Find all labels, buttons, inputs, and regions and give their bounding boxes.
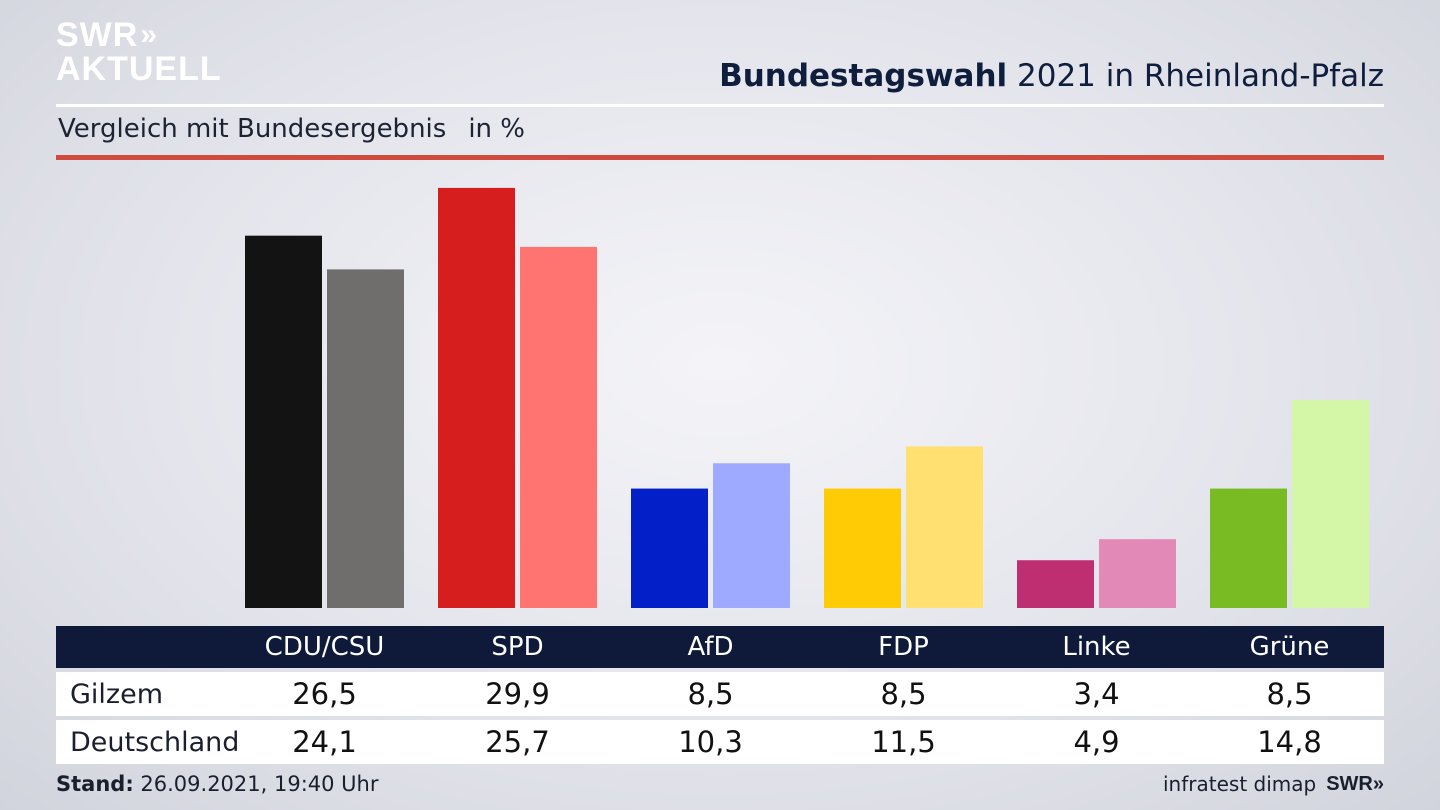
footer-credits: infratest dimap SWR» bbox=[1163, 772, 1384, 796]
title-divider bbox=[56, 104, 1384, 107]
value-label-cdu-csu-deutschland: 24,1 bbox=[292, 725, 357, 759]
title-bold: Bundestagswahl bbox=[719, 58, 1008, 94]
value-label-fdp-gilzem: 8,5 bbox=[880, 677, 927, 711]
category-label-cdu-csu: CDU/CSU bbox=[264, 632, 385, 662]
logo-aktuell: AKTUELL bbox=[56, 50, 222, 88]
footer-chevrons-icon: » bbox=[1372, 772, 1384, 795]
stand-value: 26.09.2021, 19:40 Uhr bbox=[133, 772, 379, 796]
row-label-gilzem: Gilzem bbox=[70, 678, 164, 710]
category-label-fdp: FDP bbox=[878, 632, 929, 662]
bar-afd-deutschland bbox=[713, 463, 790, 608]
logo-swr: SWR bbox=[56, 16, 139, 54]
value-label-fdp-deutschland: 11,5 bbox=[871, 725, 936, 759]
bar-gr-ne-deutschland bbox=[1292, 400, 1369, 608]
value-label-afd-gilzem: 8,5 bbox=[687, 677, 734, 711]
source-label: infratest dimap bbox=[1163, 772, 1317, 796]
bar-afd-gilzem bbox=[631, 488, 708, 608]
category-label-afd: AfD bbox=[687, 632, 734, 662]
bar-fdp-deutschland bbox=[906, 446, 983, 608]
table-row-gilzem: Gilzem 26,5 29,9 8,5 8,5 3,4 8,5 bbox=[56, 672, 1384, 716]
bar-cdu-csu-deutschland bbox=[327, 269, 404, 608]
category-label-linke: Linke bbox=[1062, 632, 1131, 662]
title-rest: 2021 in Rheinland-Pfalz bbox=[1007, 58, 1384, 94]
subtitle-text: Vergleich mit Bundesergebnis bbox=[58, 114, 447, 144]
unit-label: in % bbox=[468, 114, 525, 144]
value-label-gr-ne-gilzem: 8,5 bbox=[1266, 677, 1313, 711]
value-label-spd-gilzem: 29,9 bbox=[485, 677, 550, 711]
value-label-cdu-csu-gilzem: 26,5 bbox=[292, 677, 357, 711]
bar-spd-deutschland bbox=[520, 246, 597, 609]
bar-linke-deutschland bbox=[1099, 539, 1176, 608]
category-label-spd: SPD bbox=[491, 632, 544, 662]
footer-swr-logo: SWR» bbox=[1326, 772, 1384, 795]
bar-cdu-csu-gilzem bbox=[245, 235, 322, 609]
swr-aktuell-logo: SWR» AKTUELL bbox=[56, 18, 222, 86]
value-label-linke-deutschland: 4,9 bbox=[1073, 725, 1120, 759]
value-label-gr-ne-deutschland: 14,8 bbox=[1257, 725, 1322, 759]
bar-fdp-gilzem bbox=[824, 488, 901, 608]
results-table: CDU/CSU SPD AfD FDP Linke Grüne Gilzem 26,5 29… bbox=[56, 626, 1384, 764]
chart-title: Bundestagswahl 2021 in Rheinland-Pfalz bbox=[719, 58, 1384, 94]
value-label-linke-gilzem: 3,4 bbox=[1073, 677, 1120, 711]
bar-gr-ne-gilzem bbox=[1210, 488, 1287, 608]
timestamp: Stand: 26.09.2021, 19:40 Uhr bbox=[56, 772, 379, 796]
row-label-deutschland: Deutschland bbox=[70, 726, 240, 758]
accent-divider bbox=[56, 155, 1384, 160]
table-header-row: CDU/CSU SPD AfD FDP Linke Grüne bbox=[56, 626, 1384, 668]
category-label-gr-ne: Grüne bbox=[1249, 632, 1330, 662]
chart-subtitle: Vergleich mit Bundesergebnis in % bbox=[58, 114, 525, 144]
bar-spd-gilzem bbox=[438, 187, 515, 608]
value-label-spd-deutschland: 25,7 bbox=[485, 725, 550, 759]
value-label-afd-deutschland: 10,3 bbox=[678, 725, 743, 759]
bar-chart bbox=[245, 187, 1369, 609]
bar-linke-gilzem bbox=[1017, 560, 1094, 608]
table-row-deutschland: Deutschland 24,1 25,7 10,3 11,5 4,9 14,8 bbox=[56, 720, 1384, 764]
stand-label: Stand: bbox=[56, 772, 134, 796]
